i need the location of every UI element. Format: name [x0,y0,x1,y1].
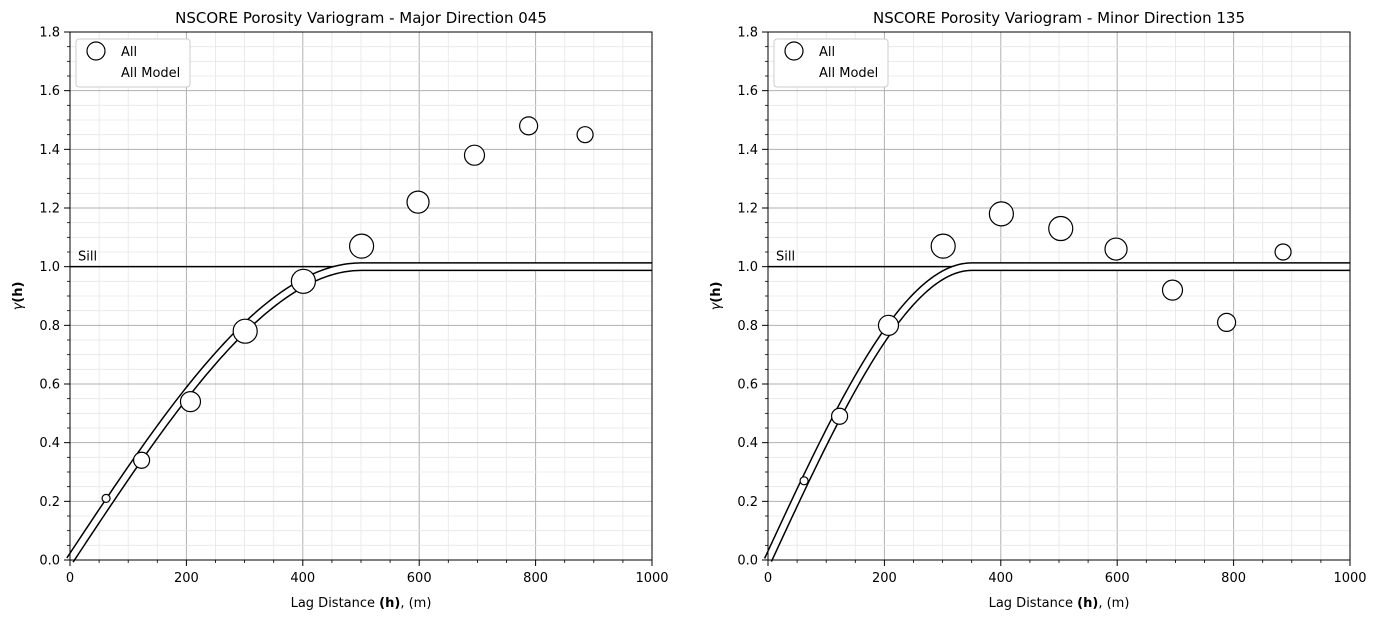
sill-label: Sill [776,250,795,265]
y-tick-label: 1.8 [39,26,60,41]
data-point [1161,279,1184,301]
y-tick-label: 1.2 [39,202,60,217]
y-tick-label: 0.6 [39,378,60,393]
model-curve-group [763,262,1352,562]
x-tick-label: 600 [1105,571,1130,586]
y-tick-label: 1.2 [737,202,758,217]
x-tick-label: 400 [290,571,315,586]
y-tick-label: 0.4 [39,436,60,451]
data-point [1217,312,1237,332]
data-points [799,201,1292,486]
y-tick-label: 0.2 [737,495,758,510]
x-tick-label: 800 [1221,571,1246,586]
x-tick-label: 0 [764,571,772,586]
data-point [877,314,900,336]
y-tick-label: 0.2 [39,495,60,510]
sill-label: Sill [78,250,97,265]
y-tick-label: 1.4 [39,143,60,158]
x-tick-label: 1000 [1333,571,1366,586]
x-tick-label: 200 [174,571,199,586]
data-point [179,391,202,413]
x-tick-label: 1000 [635,571,668,586]
legend-marker-all [784,41,804,61]
legend-marker-all [86,41,106,61]
legend-label-all: All [121,45,137,60]
data-point [132,451,151,469]
y-tick-label: 1.8 [737,26,758,41]
axis-ticks: 0 200 400 600 800 1000 0.0 0.2 0.4 0.6 0.8 1.0 1.2 1.… [737,26,1366,587]
data-point [1104,237,1128,261]
data-point [290,268,316,294]
data-point [1274,243,1292,261]
data-point [830,407,849,425]
y-tick-label: 0.8 [737,319,758,334]
data-point [988,201,1014,227]
data-points [101,116,594,503]
y-tick-label: 0.8 [39,319,60,334]
data-point [519,116,539,136]
data-point [101,493,111,503]
data-point [930,233,956,259]
y-tick-label: 0.0 [39,554,60,569]
x-tick-label: 800 [523,571,548,586]
y-tick-label: 1.4 [737,143,758,158]
legend-label-all-model: All Model [819,66,878,81]
x-axis-label: Lag Distance (h), (m) [291,596,432,611]
y-tick-label: 1.0 [39,260,60,275]
y-tick-label: 1.6 [737,84,758,99]
y-tick-label: 0.0 [737,554,758,569]
y-axis-label: γ(h) [11,282,26,311]
data-point [799,476,809,486]
legend-label-all-model: All Model [121,66,180,81]
model-curve [765,263,1351,562]
y-tick-label: 1.6 [39,84,60,99]
axis-ticks: 0 200 400 600 800 1000 0.0 0.2 0.4 0.6 0.8 1.0 1.2 1.… [39,26,668,587]
chart-title: NSCORE Porosity Variogram - Major Direct… [175,9,547,27]
legend-label-all: All [819,45,835,60]
minor-direction-panel: Sill 0 200 400 600 800 1000 0.0 0.2 0.4 0.6 0.8 1.0… [709,9,1367,611]
grid [768,32,1350,560]
y-tick-label: 0.6 [737,378,758,393]
legend: All All Model [773,38,889,88]
data-point [348,233,375,259]
data-point [1048,215,1074,242]
data-point [232,318,258,344]
model-curve-group [66,262,654,563]
x-tick-label: 600 [407,571,432,586]
data-point [463,144,486,166]
data-point [576,126,594,144]
model-curve [67,263,653,562]
grid [70,32,652,560]
x-tick-label: 0 [66,571,74,586]
x-tick-label: 200 [872,571,897,586]
data-point [406,190,430,214]
chart-title: NSCORE Porosity Variogram - Minor Direct… [873,9,1245,27]
x-axis-label: Lag Distance (h), (m) [989,596,1130,611]
y-tick-label: 0.4 [737,436,758,451]
y-axis-label: γ(h) [709,282,724,311]
major-direction-panel: Sill 0 200 400 600 800 1000 0.0 0.2 0.4 0.6 0.8 1.0… [11,9,669,611]
legend: All All Model [75,38,191,88]
y-tick-label: 1.0 [737,260,758,275]
x-tick-label: 400 [988,571,1013,586]
